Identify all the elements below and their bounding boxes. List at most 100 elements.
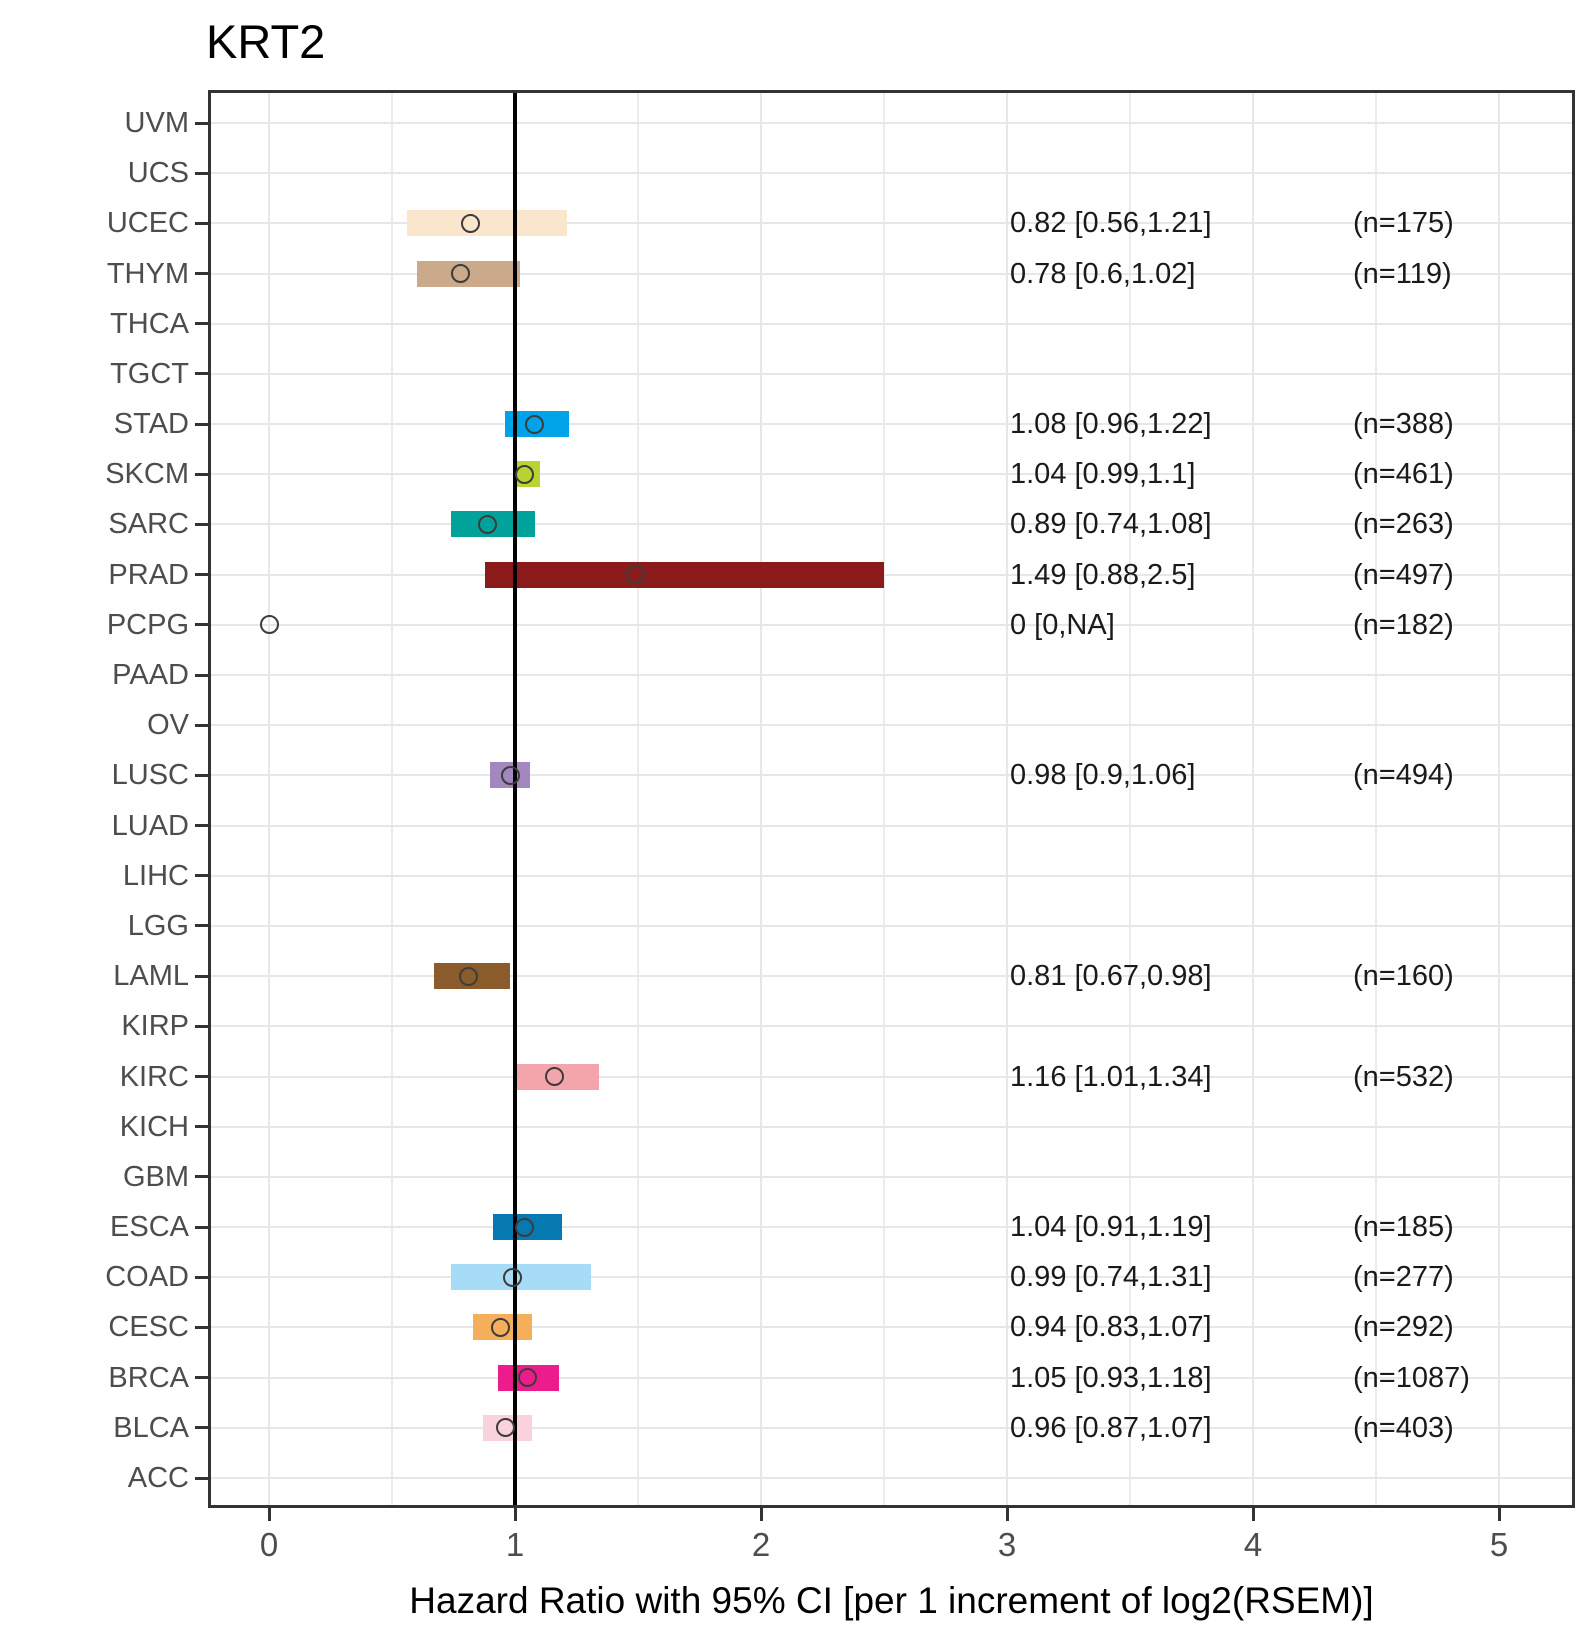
- hr-point-marker: [461, 213, 481, 233]
- gridline-vertical-major: [1498, 92, 1500, 1506]
- y-tick-label: ESCA: [110, 1211, 189, 1244]
- hr-point-marker: [544, 1067, 564, 1087]
- gridline-horizontal: [210, 573, 1573, 576]
- x-axis-tick: [513, 1508, 517, 1521]
- gridline-horizontal: [210, 724, 1573, 727]
- y-axis-tick: [195, 522, 208, 526]
- gridline-horizontal: [210, 222, 1573, 225]
- sample-size-label: (n=182): [1353, 608, 1454, 641]
- x-axis-tick: [267, 1508, 271, 1521]
- gridline-vertical-minor: [1129, 92, 1131, 1506]
- gridline-vertical-minor: [391, 92, 393, 1506]
- gridline-vertical-major: [760, 92, 762, 1506]
- y-tick-label: UCS: [127, 157, 189, 190]
- hr-point-marker: [458, 966, 478, 986]
- hr-ci-label: 1.08 [0.96,1.22]: [1010, 408, 1212, 441]
- y-tick-label: OV: [147, 709, 189, 742]
- gridline-horizontal: [210, 1125, 1573, 1128]
- y-axis-tick: [195, 171, 208, 175]
- hr-ci-label: 1.49 [0.88,2.5]: [1010, 558, 1196, 591]
- y-tick-label: BRCA: [108, 1361, 189, 1394]
- gridline-horizontal: [210, 824, 1573, 827]
- gridline-horizontal: [210, 1376, 1573, 1379]
- gridline-horizontal: [210, 774, 1573, 777]
- y-tick-label: COAD: [105, 1261, 189, 1294]
- y-axis-tick: [195, 472, 208, 476]
- y-tick-label: SKCM: [105, 458, 189, 491]
- hr-point-marker: [478, 514, 498, 534]
- sample-size-label: (n=277): [1353, 1261, 1454, 1294]
- gridline-horizontal: [210, 473, 1573, 476]
- y-tick-label: LUAD: [111, 809, 189, 842]
- gridline-horizontal: [210, 623, 1573, 626]
- y-tick-label: PCPG: [106, 608, 189, 641]
- gridline-horizontal: [210, 874, 1573, 877]
- y-axis-tick: [195, 824, 208, 828]
- hr-point-marker: [495, 1418, 515, 1438]
- y-tick-label: CESC: [108, 1311, 189, 1344]
- y-tick-label: LAML: [113, 960, 189, 993]
- y-axis-tick: [195, 1325, 208, 1329]
- gridline-horizontal: [210, 1025, 1573, 1028]
- y-axis-tick: [195, 121, 208, 125]
- y-axis-tick: [195, 773, 208, 777]
- y-axis-tick: [195, 1476, 208, 1480]
- hr-point-marker: [503, 1267, 523, 1287]
- hr-point-marker: [517, 1368, 537, 1388]
- plot-panel-border: [208, 90, 1575, 1508]
- y-axis-tick: [195, 974, 208, 978]
- gridline-horizontal: [210, 272, 1573, 275]
- y-axis-tick: [195, 372, 208, 376]
- x-tick-label: 5: [1489, 1526, 1509, 1563]
- gridline-horizontal: [210, 423, 1573, 426]
- x-axis-tick: [1251, 1508, 1255, 1521]
- hr-point-marker: [525, 414, 545, 434]
- gridline-horizontal: [210, 674, 1573, 677]
- x-tick-label: 0: [259, 1526, 279, 1563]
- x-axis-tick: [759, 1508, 763, 1521]
- y-axis-tick: [195, 1075, 208, 1079]
- x-tick-label: 4: [1243, 1526, 1263, 1563]
- gridline-horizontal: [210, 172, 1573, 175]
- y-tick-label: LGG: [127, 909, 189, 942]
- y-axis-tick: [195, 221, 208, 225]
- x-tick-label: 3: [997, 1526, 1017, 1563]
- y-axis-tick: [195, 1426, 208, 1430]
- y-axis-tick: [195, 723, 208, 727]
- sample-size-label: (n=403): [1353, 1411, 1454, 1444]
- sample-size-label: (n=175): [1353, 207, 1454, 240]
- x-tick-label: 1: [505, 1526, 525, 1563]
- gridline-horizontal: [210, 523, 1573, 526]
- gridline-horizontal: [210, 1477, 1573, 1479]
- hr-ci-label: 0.98 [0.9,1.06]: [1010, 759, 1196, 792]
- sample-size-label: (n=494): [1353, 759, 1454, 792]
- y-axis-tick: [195, 1275, 208, 1279]
- y-tick-label: KIRP: [121, 1010, 189, 1043]
- y-axis-tick: [195, 673, 208, 677]
- y-axis-tick: [195, 874, 208, 878]
- y-tick-label: KICH: [119, 1110, 189, 1143]
- sample-size-label: (n=461): [1353, 458, 1454, 491]
- x-axis-title: Hazard Ratio with 95% CI [per 1 incremen…: [409, 1580, 1374, 1621]
- gridline-vertical-major: [268, 92, 270, 1506]
- gridline-horizontal: [210, 1276, 1573, 1279]
- y-tick-label: UCEC: [106, 207, 189, 240]
- y-tick-label: TGCT: [110, 357, 189, 390]
- chart-title: KRT2: [206, 15, 326, 68]
- y-tick-label: SARC: [108, 508, 189, 541]
- hr-ci-label: 0.89 [0.74,1.08]: [1010, 508, 1212, 541]
- y-axis-tick: [195, 422, 208, 426]
- gridline-horizontal: [210, 1426, 1573, 1429]
- y-axis-tick: [195, 1125, 208, 1129]
- gridline-horizontal: [210, 1175, 1573, 1178]
- hr-ci-label: 1.04 [0.99,1.1]: [1010, 458, 1196, 491]
- hr-point-marker: [451, 264, 471, 284]
- y-tick-label: PRAD: [108, 558, 189, 591]
- hr-ci-label: 0.78 [0.6,1.02]: [1010, 257, 1196, 290]
- ci-bar: [406, 210, 567, 237]
- y-tick-label: BLCA: [113, 1411, 189, 1444]
- hr-ci-label: 0.99 [0.74,1.31]: [1010, 1261, 1212, 1294]
- ci-bar: [485, 561, 884, 588]
- hr-point-marker: [500, 765, 520, 785]
